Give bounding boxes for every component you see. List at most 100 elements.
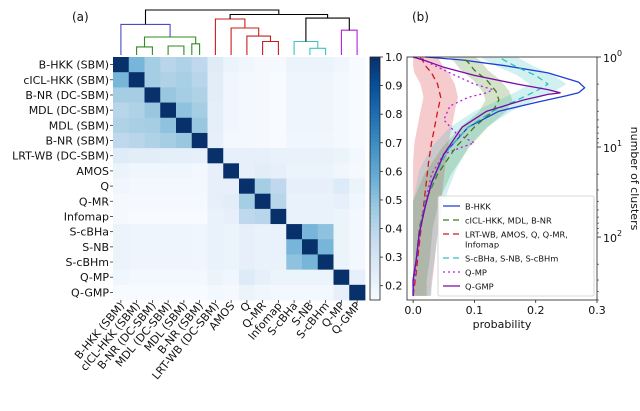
colorbar-band bbox=[370, 243, 380, 248]
heatmap-cell bbox=[144, 208, 161, 225]
colorbar-tick-label: 0.8 bbox=[385, 108, 403, 121]
heatmap-cell bbox=[239, 284, 256, 301]
row-label: MDL (SBM) bbox=[49, 119, 109, 132]
dendrogram-link bbox=[191, 43, 201, 55]
legend-label-line: LRT-WB, AMOS, Q, Q-MR, bbox=[465, 230, 568, 240]
heatmap-cell bbox=[176, 208, 193, 225]
heatmap-cell bbox=[191, 239, 208, 255]
heatmap-cell bbox=[270, 178, 287, 195]
heatmap-cell bbox=[207, 193, 224, 210]
colorbar-band bbox=[370, 93, 380, 98]
heatmap-cell bbox=[302, 178, 319, 195]
heatmap-cell bbox=[113, 148, 130, 164]
heatmap-cell bbox=[254, 148, 271, 164]
heatmap-cell bbox=[270, 132, 287, 149]
colorbar-tick-label: 1.0 bbox=[385, 51, 403, 64]
heatmap-cell bbox=[113, 224, 130, 240]
heatmap-cell bbox=[286, 72, 303, 88]
row-label: AMOS bbox=[76, 165, 109, 178]
row-label: Q-GMP bbox=[71, 286, 109, 299]
heatmap-cell bbox=[223, 224, 240, 240]
heatmap-cell bbox=[176, 132, 193, 149]
colorbar-band bbox=[370, 117, 380, 123]
colorbar-band bbox=[370, 295, 380, 301]
heatmap-cell bbox=[128, 132, 145, 149]
heatmap-cell bbox=[223, 102, 240, 119]
colorbar-band bbox=[370, 214, 380, 220]
heatmap-cell bbox=[349, 87, 366, 103]
heatmap-cell bbox=[239, 254, 256, 271]
heatmap-cell bbox=[254, 57, 271, 73]
colorbar-frame bbox=[369, 56, 381, 301]
colorbar-band bbox=[370, 239, 380, 244]
heatmap-cell bbox=[302, 102, 319, 119]
heatmap-cell bbox=[113, 254, 130, 271]
colorbar-tick-label: 0.2 bbox=[385, 280, 403, 293]
heatmap-cell bbox=[223, 269, 240, 286]
colorbar-band bbox=[370, 170, 380, 175]
row-label: Q-MR bbox=[79, 195, 109, 208]
heatmap-cell bbox=[128, 178, 145, 195]
heatmap-cell bbox=[128, 193, 145, 210]
heatmap-cell bbox=[254, 239, 271, 255]
colorbar-band bbox=[370, 283, 380, 289]
heatmap-cell bbox=[317, 132, 334, 149]
heatmap-cell bbox=[113, 284, 130, 301]
heatmap-cell bbox=[317, 57, 334, 73]
heatmap-cell bbox=[128, 57, 145, 73]
heatmap-cell bbox=[333, 148, 350, 164]
colorbar-band bbox=[370, 61, 380, 66]
heatmap-cell bbox=[317, 284, 334, 301]
heatmap-cell bbox=[333, 117, 350, 134]
heatmap-cell bbox=[270, 163, 287, 179]
x-tick-label: 0.1 bbox=[466, 304, 484, 317]
heatmap-cell bbox=[191, 148, 208, 164]
heatmap-cell bbox=[191, 193, 208, 210]
heatmap-cell bbox=[191, 102, 208, 119]
heatmap-cell bbox=[302, 269, 319, 286]
colorbar-band bbox=[370, 255, 380, 260]
colorbar-band bbox=[370, 73, 380, 78]
colorbar-band bbox=[370, 291, 380, 297]
heatmap-cell bbox=[286, 224, 303, 240]
heatmap-cell bbox=[286, 284, 303, 301]
colorbar-band bbox=[370, 223, 380, 228]
heatmap-cell bbox=[223, 284, 240, 301]
colorbar-band bbox=[370, 219, 380, 224]
colorbar-band bbox=[370, 105, 380, 111]
heatmap-cell bbox=[333, 193, 350, 210]
colorbar-band bbox=[370, 85, 380, 90]
colorbar-band bbox=[370, 129, 380, 135]
colorbar-band bbox=[370, 206, 380, 212]
plot-frame bbox=[406, 56, 598, 301]
heatmap-cell bbox=[223, 132, 240, 149]
legend-box bbox=[437, 195, 595, 297]
row-label: LRT-WB (DC-SBM) bbox=[12, 150, 109, 163]
heatmap-cell bbox=[302, 193, 319, 210]
heatmap-cell bbox=[160, 57, 177, 73]
heatmap-cell bbox=[302, 148, 319, 164]
heatmap-cell bbox=[191, 224, 208, 240]
colorbar-band bbox=[370, 77, 380, 82]
heatmap-cell bbox=[349, 284, 366, 301]
heatmap-cell bbox=[239, 193, 256, 210]
heatmap-cell bbox=[239, 87, 256, 103]
heatmap-cell bbox=[176, 57, 193, 73]
heatmap-cell bbox=[239, 72, 256, 88]
y-tick-exponent: 1 bbox=[617, 139, 622, 148]
heatmap-cell bbox=[223, 163, 240, 179]
heatmap-cell bbox=[349, 269, 366, 286]
panel-a-label: (a) bbox=[72, 10, 89, 24]
heatmap-cell bbox=[144, 178, 161, 195]
heatmap-cell bbox=[191, 117, 208, 134]
heatmap-cell bbox=[317, 87, 334, 103]
heatmap-cell bbox=[286, 178, 303, 195]
heatmap-cell bbox=[302, 208, 319, 225]
heatmap-cell bbox=[191, 284, 208, 301]
heatmap-cell bbox=[254, 208, 271, 225]
colorbar-band bbox=[370, 287, 380, 293]
dendrogram-link bbox=[309, 47, 327, 55]
heatmap-cell bbox=[317, 239, 334, 255]
heatmap-cell bbox=[207, 57, 224, 73]
heatmap-cell bbox=[317, 102, 334, 119]
